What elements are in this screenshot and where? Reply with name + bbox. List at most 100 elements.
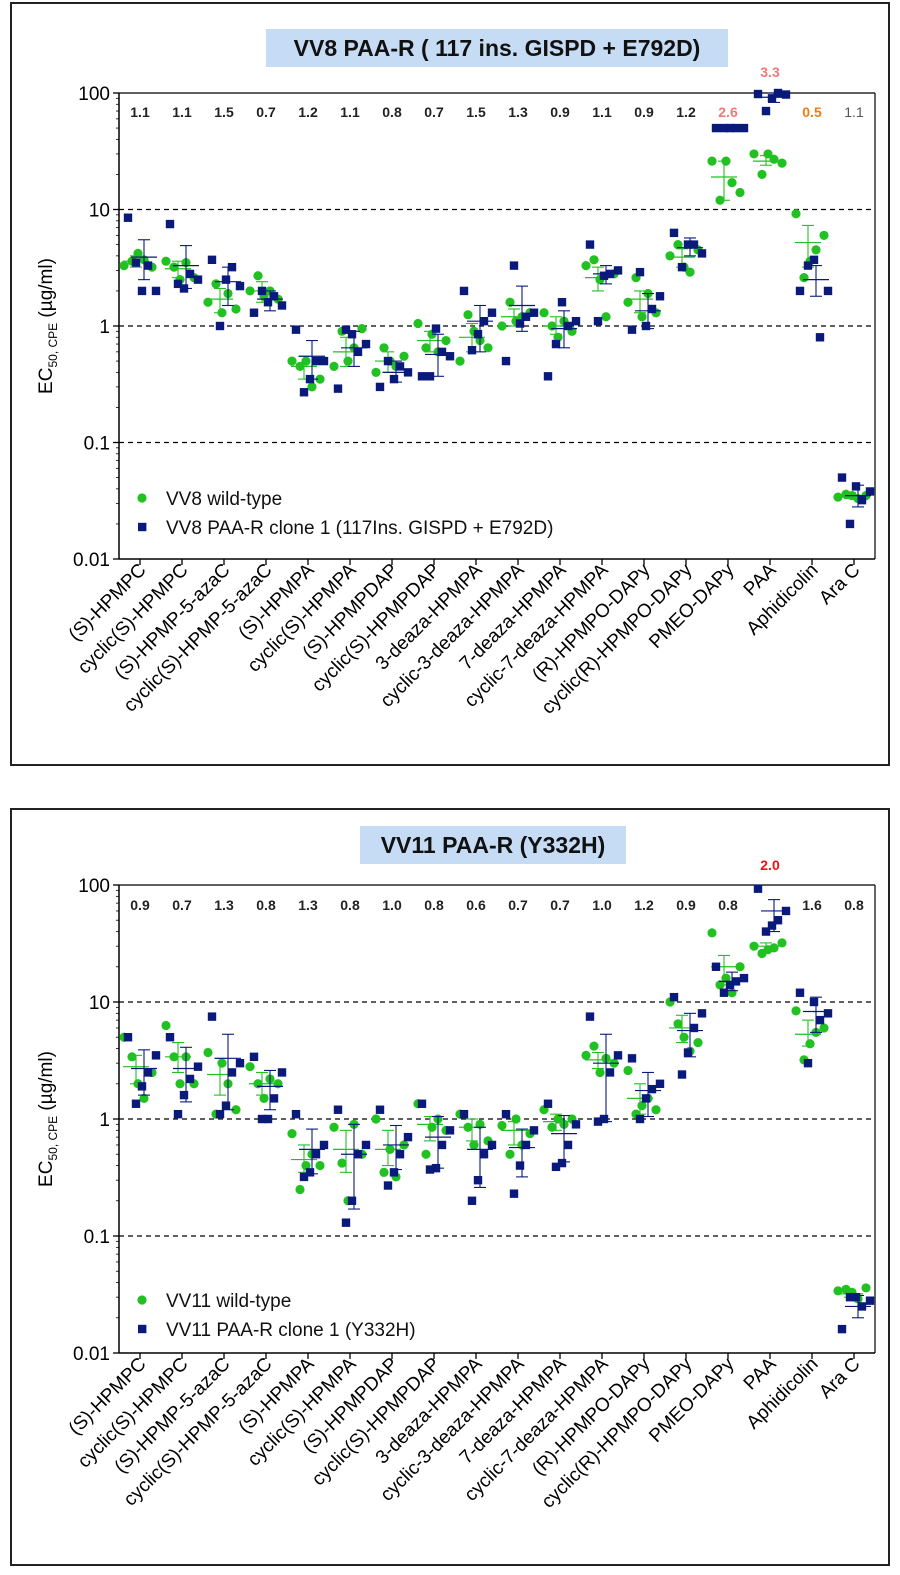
data-point-mutant	[851, 1292, 861, 1302]
data-point-mutant	[557, 298, 567, 307]
data-point-wildtype	[505, 297, 515, 307]
data-point-mutant	[185, 1074, 195, 1084]
data-point-mutant	[249, 308, 259, 317]
data-point-wildtype	[547, 321, 557, 331]
data-point-mutant	[425, 372, 435, 381]
data-point-mutant	[291, 325, 301, 334]
data-point-wildtype	[379, 343, 389, 353]
data-point-wildtype	[673, 239, 683, 250]
x-tick-label: Ara C	[815, 560, 864, 609]
data-point-wildtype	[511, 1114, 521, 1124]
data-point-mutant	[207, 255, 217, 265]
data-point-mutant	[739, 123, 749, 133]
data-point-mutant	[809, 255, 819, 265]
data-point-mutant	[501, 1109, 511, 1119]
data-point-mutant	[719, 123, 729, 133]
data-point-mutant	[845, 1292, 855, 1302]
data-point-mutant	[227, 1068, 237, 1077]
fold-change-label: 1.1	[844, 104, 864, 120]
data-point-mutant	[341, 325, 351, 334]
fold-change-label: 1.5	[214, 104, 234, 120]
data-point-wildtype	[475, 1119, 485, 1129]
data-point-wildtype	[539, 308, 549, 318]
fold-change-label: 0.8	[424, 897, 444, 913]
y-tick-label: 0.01	[73, 1344, 110, 1365]
data-point-mutant	[137, 1082, 147, 1091]
data-point-mutant	[635, 1114, 645, 1124]
data-point-mutant	[543, 372, 553, 381]
data-point-wildtype	[273, 1079, 283, 1089]
data-point-wildtype	[385, 1144, 395, 1154]
data-point-mutant	[865, 1296, 875, 1305]
data-point-mutant	[599, 1114, 609, 1124]
legend-label: VV11 wild-type	[166, 1291, 291, 1312]
fold-change-label: 1.2	[634, 897, 654, 913]
data-point-mutant	[803, 261, 813, 270]
data-point-mutant	[647, 304, 657, 314]
fold-change-label: 1.2	[298, 104, 318, 120]
data-point-mutant	[403, 1132, 413, 1142]
data-point-mutant	[773, 88, 783, 98]
data-point-mutant	[837, 1324, 847, 1334]
data-point-wildtype	[133, 248, 143, 258]
data-point-mutant	[593, 316, 603, 326]
data-point-wildtype	[665, 251, 675, 261]
data-point-mutant	[697, 249, 707, 258]
data-point-wildtype	[721, 156, 731, 166]
data-point-mutant	[235, 1058, 245, 1068]
data-point-mutant	[683, 240, 693, 249]
y-axis-label: EC50, CPE (µg/ml)	[36, 1051, 60, 1187]
data-point-mutant	[753, 89, 763, 99]
data-point-mutant	[857, 495, 867, 505]
data-point-mutant	[515, 319, 525, 328]
data-point-mutant	[417, 1099, 427, 1108]
data-point-mutant	[131, 258, 141, 267]
data-point-mutant	[865, 487, 875, 496]
data-point-mutant	[383, 1181, 393, 1190]
data-point-wildtype	[637, 1101, 647, 1111]
data-point-mutant	[815, 333, 825, 342]
data-point-wildtype	[679, 1032, 689, 1042]
chart-vv8: VV8 PAA-R ( 117 ins. GISPD + E792D) 0.01 0…	[36, 29, 876, 719]
data-point-wildtype	[301, 1160, 311, 1171]
data-point-wildtype	[217, 1058, 227, 1068]
data-point-wildtype	[307, 382, 317, 392]
data-point-mutant	[417, 372, 427, 381]
data-point-wildtype	[295, 361, 305, 372]
fold-change-label: 0.7	[424, 104, 444, 120]
data-point-mutant	[803, 1058, 813, 1068]
y-tick-label: 0.1	[84, 434, 110, 455]
data-point-mutant	[311, 1150, 321, 1159]
legend-marker-circle	[137, 1295, 147, 1305]
data-point-mutant	[571, 1120, 581, 1129]
data-point-mutant	[711, 123, 721, 133]
fold-change-label: 1.1	[130, 104, 150, 120]
data-point-mutant	[215, 321, 225, 331]
data-point-mutant	[795, 988, 805, 997]
data-point-wildtype	[693, 1037, 703, 1048]
data-point-wildtype	[463, 310, 473, 320]
data-point-mutant	[151, 286, 161, 296]
data-point-mutant	[761, 106, 771, 116]
fold-change-label: 1.0	[592, 897, 612, 913]
data-point-mutant	[437, 347, 447, 357]
data-point-wildtype	[371, 367, 381, 377]
data-point-mutant	[815, 1015, 825, 1025]
data-point-mutant	[395, 1150, 405, 1159]
data-point-wildtype	[119, 260, 129, 271]
data-point-mutant	[689, 240, 699, 249]
data-point-wildtype	[623, 297, 633, 307]
data-point-wildtype	[315, 1160, 325, 1171]
data-point-wildtype	[589, 1041, 599, 1051]
data-point-mutant	[173, 279, 183, 289]
data-point-mutant	[731, 123, 741, 133]
data-point-wildtype	[161, 1020, 171, 1031]
y-axis-label-unit: (µg/ml)	[36, 1051, 57, 1116]
data-point-wildtype	[379, 1167, 389, 1177]
chart-panel-vv8: VV8 PAA-R ( 117 ins. GISPD + E792D) 0.01 0…	[10, 2, 890, 766]
data-point-mutant	[473, 1175, 483, 1185]
data-point-wildtype	[413, 318, 423, 329]
data-point-wildtype	[637, 312, 647, 322]
data-point-mutant	[627, 1054, 637, 1063]
data-point-mutant	[551, 339, 561, 349]
